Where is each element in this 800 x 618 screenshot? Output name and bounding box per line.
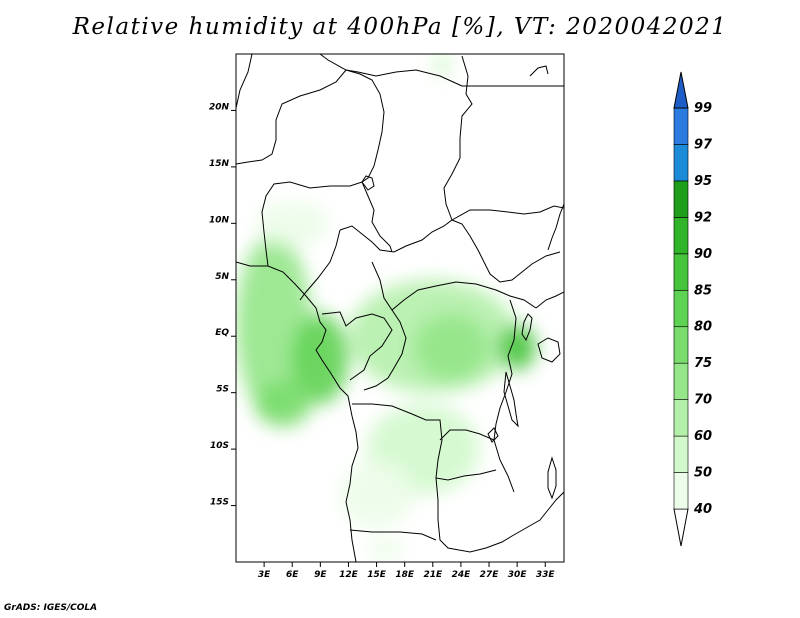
lake-victoria [537, 337, 561, 363]
colorbar-label: 70 [694, 393, 712, 408]
coastline-west-africa [236, 261, 359, 562]
lon-tick-label: 15E [367, 570, 387, 580]
colorbar-label: 40 [693, 502, 712, 517]
country-boundaries [236, 54, 564, 562]
border-cameroon-congo [299, 229, 341, 301]
border-sudan-chad [443, 55, 473, 221]
lon-tick-label: 30E [508, 570, 528, 580]
lake-tanganyika [503, 371, 519, 428]
border-drc-east [493, 299, 517, 493]
border-drc-angola [352, 403, 497, 481]
lat-tick-label: 10N [209, 215, 230, 225]
colorbar-label: 85 [694, 283, 712, 298]
border-cameroon-car [339, 219, 561, 283]
colorbar-box [673, 435, 689, 473]
colorbar-label: 75 [694, 356, 712, 371]
lon-tick-label: 21E [423, 570, 443, 580]
longitude-axis: 3E 6E 9E 12E 15E 18E 21E 24E 27E 30E 33E [258, 562, 556, 580]
colorbar-box [673, 144, 689, 182]
grads-credit: GrADS: IGES/COLA [4, 603, 98, 613]
colorbar-label: 99 [694, 101, 712, 116]
border-south-sudan [451, 205, 564, 221]
humid-region-southern-patch [367, 539, 405, 562]
colorbar-box [673, 362, 689, 400]
colorbar-label: 95 [694, 174, 712, 189]
colorbar-label: 60 [694, 429, 712, 444]
lat-tick-label: 15S [210, 498, 229, 508]
lon-tick-label: 33E [536, 570, 556, 580]
colorbar-arrow-low [673, 508, 689, 547]
lat-tick-label: 15N [209, 159, 230, 169]
colorbar-box [673, 399, 689, 437]
colorbar-label: 97 [694, 137, 713, 152]
border-niger-libya [345, 69, 463, 87]
colorbar-box [673, 107, 689, 145]
colorbar-box [673, 253, 689, 291]
humid-region-cameroon-gabon-core [292, 313, 349, 404]
map-title: Relative humidity at 400hPa [%], VT: 202… [72, 14, 728, 40]
border-uganda-kenya [535, 291, 564, 309]
colorbar-label: 90 [694, 247, 712, 262]
humid-region-great-lakes-core [498, 324, 536, 371]
colorbar-arrow-high [673, 71, 689, 109]
colorbar-box [673, 326, 689, 364]
humid-region-zambia-patch [339, 460, 415, 529]
colorbar: 40 50 60 70 75 80 85 90 92 95 97 99 [673, 71, 713, 547]
humid-region-central-congo-core [414, 313, 490, 382]
lon-tick-label: 12E [339, 570, 359, 580]
map-frame [235, 53, 565, 563]
lat-tick-label: 5N [215, 272, 229, 282]
lon-tick-label: 9E [314, 570, 327, 580]
lat-tick-label: 5S [216, 385, 229, 395]
border-angola-namibia [349, 529, 437, 541]
lon-tick-label: 6E [286, 570, 299, 580]
colorbar-box [673, 217, 689, 255]
lon-tick-label: 27E [480, 570, 500, 580]
colorbar-box [673, 180, 689, 218]
humidity-field [236, 54, 536, 562]
border-car-drc [363, 309, 407, 391]
border-congo-drc [371, 261, 537, 311]
humid-region-far-north-patch [432, 54, 452, 77]
lon-tick-label: 3E [258, 570, 271, 580]
lon-tick-label: 24E [452, 570, 472, 580]
red-sea-coast [529, 65, 549, 77]
colorbar-box [673, 289, 689, 328]
colorbar-box [673, 472, 689, 510]
border-zambia-south [435, 477, 564, 553]
humid-region-gulf-of-guinea-coastal-band [236, 234, 311, 416]
border-ethiopia-south [547, 203, 564, 251]
colorbar-label: 92 [694, 210, 712, 225]
lat-tick-label: EQ [215, 328, 229, 338]
border-nigeria-cameroon [261, 181, 393, 267]
humid-region-northern-patch [254, 200, 330, 246]
colorbar-label: 80 [694, 320, 712, 335]
border-gabon-congo [321, 311, 393, 381]
latitude-axis: 20N 15N 10N 5N EQ 5S 10S 15S [209, 102, 236, 508]
lat-tick-label: 10S [210, 441, 229, 451]
lake-chad [361, 175, 375, 191]
border-drc-zambia [439, 429, 495, 441]
border-chad-niger [319, 54, 385, 183]
lat-tick-label: 20N [209, 102, 230, 112]
lake-malawi [547, 456, 557, 500]
lon-tick-label: 18E [395, 570, 415, 580]
border-niger-algeria [236, 54, 253, 109]
colorbar-label: 50 [694, 466, 712, 481]
border-niger-nigeria [236, 69, 347, 165]
lake-mweru [487, 427, 499, 443]
humid-region-angola-offshore-tongue [254, 381, 311, 427]
lakes-kivu-albert [521, 313, 533, 342]
